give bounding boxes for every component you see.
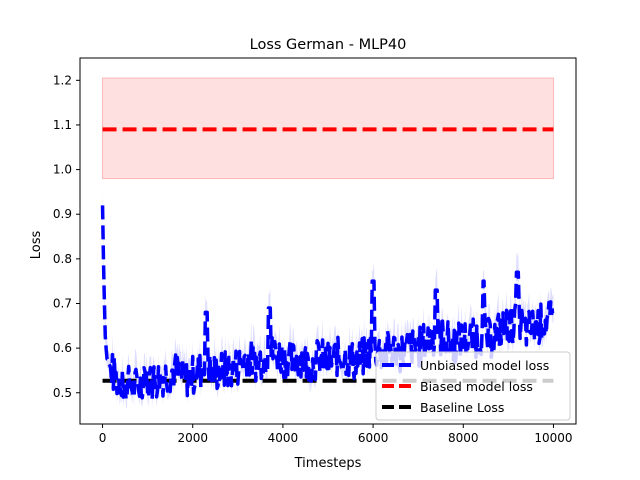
x-tick-label: 8000 xyxy=(448,431,479,445)
axes-frame xyxy=(79,57,577,425)
x-axis-label: Timesteps xyxy=(294,456,362,471)
legend: Unbiased model loss Biased model loss Base… xyxy=(375,351,571,421)
y-tick-label: 0.8 xyxy=(53,252,72,266)
x-tick-label: 10000 xyxy=(534,431,572,445)
x-tick-label: 0 xyxy=(99,431,107,445)
legend-entry-label: Biased model loss xyxy=(420,379,533,394)
chart-title: Loss German - MLP40 xyxy=(250,37,407,53)
y-tick-label: 1.0 xyxy=(53,163,72,177)
axes: 0 2000 4000 6000 8000 10000 0.5 0.6 0.7 0.8 0.9 1.0… xyxy=(53,57,577,445)
y-tick-label: 1.2 xyxy=(53,73,72,87)
x-tick-label: 4000 xyxy=(268,431,299,445)
y-tick-label: 0.9 xyxy=(53,207,72,221)
y-tick-label: 0.6 xyxy=(53,341,72,355)
y-tick-label: 0.5 xyxy=(53,386,72,400)
x-tick-label: 2000 xyxy=(177,431,208,445)
y-axis-label: Loss xyxy=(29,231,44,260)
legend-entry-label: Unbiased model loss xyxy=(420,358,549,373)
y-tick-label: 0.7 xyxy=(53,296,72,310)
x-tick-label: 6000 xyxy=(358,431,389,445)
legend-entry-label: Baseline Loss xyxy=(420,400,504,415)
y-tick-label: 1.1 xyxy=(53,118,72,132)
legend-box xyxy=(375,351,571,421)
series-unbiased-model-loss xyxy=(100,205,555,401)
